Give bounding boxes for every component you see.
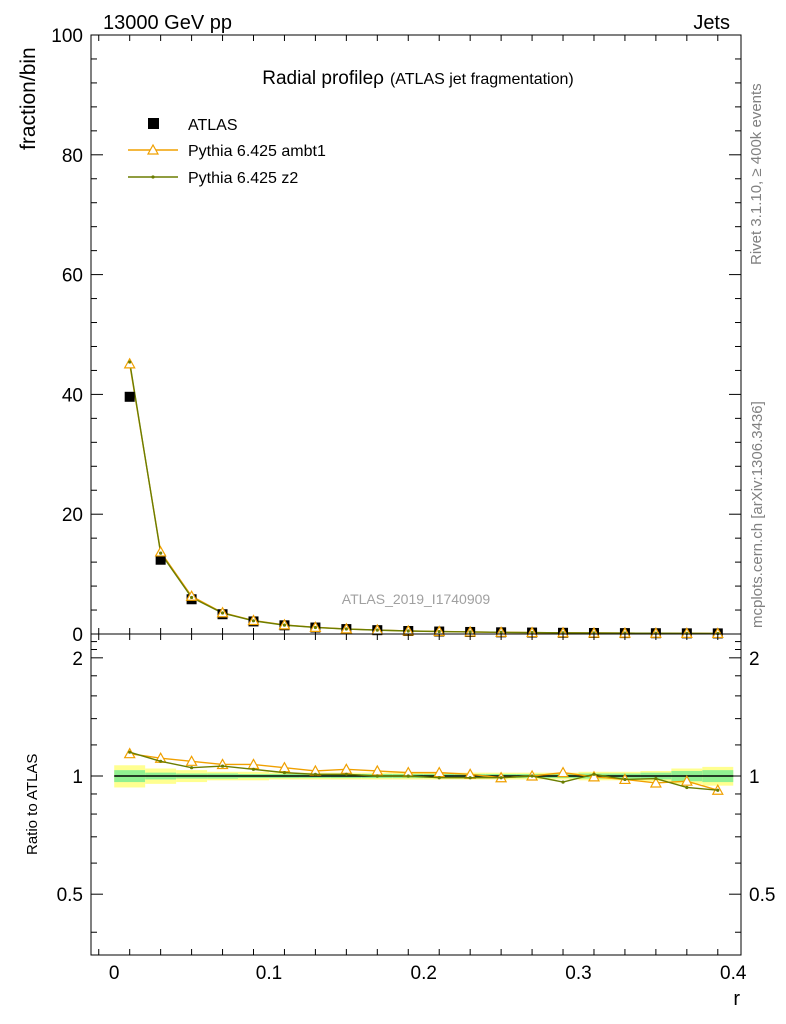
ratio-grid-ticks: 0.5 0.5 1 1 2 2 0 0.1 0.2 0.3 0.4: [57, 634, 775, 984]
z2-point: [189, 595, 194, 600]
z2-point: [313, 625, 318, 630]
ratio-z2-point: [685, 785, 689, 790]
ratio-ambt1-point: [680, 774, 693, 786]
chart-title: Radial profileρ (ATLAS jet fragmentation): [262, 68, 573, 89]
side-mcplots: mcplots.cern.ch [arXiv:1306.3436]: [749, 401, 766, 628]
x-tick-label: 0: [109, 963, 120, 984]
z2-point: [499, 630, 503, 634]
ratio-z2-point: [437, 776, 441, 780]
ratio-z2-point: [220, 764, 225, 768]
header-left: 13000 GeV pp: [103, 12, 232, 34]
ratio-ambt1-point: [649, 776, 662, 788]
z2-point: [468, 630, 472, 634]
ratio-y-tick-label: 2: [72, 649, 83, 670]
ratio-z2-point: [654, 776, 658, 781]
legend-label: ATLAS: [188, 117, 238, 134]
legend-marker-z2: [151, 175, 155, 179]
ratio-z2-point: [189, 766, 194, 770]
watermark: ATLAS_2019_I1740909: [342, 591, 491, 607]
z2-point: [282, 623, 287, 627]
ratio-z2-point: [623, 777, 627, 782]
legend-marker-atlas: [148, 118, 159, 129]
atlas-data-point: [124, 391, 135, 402]
ratio-ambt1-point: [185, 755, 198, 766]
ratio-z2-point: [716, 788, 720, 792]
main-y-tick-label: 100: [51, 26, 83, 47]
z2-point: [344, 627, 348, 631]
main-y-tick-label: 80: [62, 146, 83, 167]
legend-label: Pythia 6.425 z2: [188, 170, 298, 187]
header-right: Jets: [693, 12, 730, 34]
ratio-y-tick-label-right: 0.5: [749, 885, 775, 906]
series-line-pythia-6-425-z2: [128, 361, 718, 635]
z2-point: [220, 611, 225, 615]
ratio-ambt1-point: [587, 770, 600, 782]
ratio-z2-point: [344, 772, 348, 776]
ratio-z2-point: [128, 750, 132, 754]
ratio-series: [123, 747, 724, 795]
x-tick-label: 0.4: [720, 963, 747, 984]
ratio-ambt1-point: [557, 766, 570, 778]
ratio-z2-point: [313, 772, 318, 776]
legend: ATLAS Pythia 6.425 ambt1 Pythia 6.425 z2: [128, 117, 326, 187]
ratio-z2-point: [375, 774, 379, 778]
legend-marker-ambt1: [146, 143, 160, 155]
ratio-z2-point: [251, 767, 256, 771]
atlas-data-point: [155, 554, 166, 565]
legend-label: Pythia 6.425 ambt1: [188, 143, 326, 160]
ratio-frame: [90, 633, 742, 956]
main-y-tick-label: 40: [62, 385, 83, 406]
z2-point: [375, 628, 379, 632]
ratio-z2-point: [499, 776, 503, 780]
ratio-panel: 0.5 0.5 1 1 2 2 0 0.1 0.2 0.3 0.4: [57, 633, 775, 984]
ratio-z2-point: [159, 759, 163, 763]
ratio-y-tick-label: 1: [72, 767, 83, 788]
x-tick-label: 0.1: [256, 963, 282, 984]
ambt1-point: [185, 590, 198, 601]
side-rivet: Rivet 3.1.10, ≥ 400k events: [748, 83, 765, 265]
ratio-ylabel: Ratio to ATLAS: [24, 754, 41, 855]
main-y-tick-label: 0: [72, 625, 83, 646]
z2-point: [128, 360, 132, 364]
main-grid-ticks: 0 20 40 60 80 100: [51, 26, 741, 646]
z2-point: [251, 619, 256, 623]
main-y-tick-label: 20: [62, 505, 83, 526]
main-y-tick-label: 60: [62, 266, 83, 287]
z2-point: [437, 629, 441, 634]
ratio-y-tick-label-right: 1: [749, 767, 760, 788]
chart-subtitle: (ATLAS jet fragmentation): [390, 71, 574, 88]
ratio-line-pythia-6-425-z2: [129, 751, 718, 791]
ratio-z2-point: [282, 771, 287, 775]
ratio-z2-point: [592, 772, 596, 776]
ambt1-point: [154, 545, 167, 557]
main-ylabel: fraction/bin: [17, 47, 40, 150]
ratio-y-tick-label-right: 2: [749, 649, 760, 670]
ratio-z2-point: [406, 774, 410, 778]
x-tick-label: 0.2: [411, 963, 437, 984]
z2-point: [159, 551, 163, 555]
x-tick-label: 0.3: [565, 963, 591, 984]
ratio-z2-point: [530, 774, 534, 778]
ratio-z2-point: [561, 780, 565, 784]
ratio-z2-point: [468, 776, 472, 780]
z2-point: [406, 629, 410, 633]
z2-point: [530, 630, 534, 635]
chart-title-main: Radial profileρ: [262, 68, 384, 89]
x-axis-label: r: [733, 988, 740, 1010]
ratio-y-tick-label: 0.5: [57, 885, 83, 906]
